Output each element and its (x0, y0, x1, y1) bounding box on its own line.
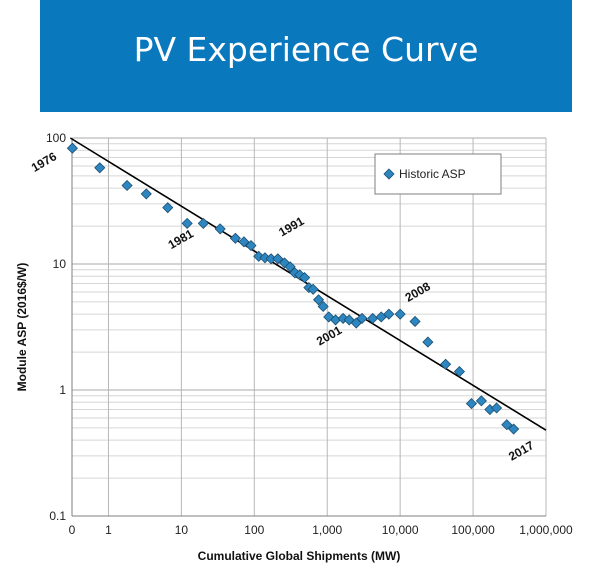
year-annotation: 2001 (314, 323, 344, 349)
data-point (214, 223, 226, 235)
data-point (383, 308, 395, 320)
y-tick-label: 0.1 (49, 509, 66, 523)
data-point (312, 294, 325, 306)
data-point (453, 366, 465, 378)
year-annotation: 1976 (29, 149, 59, 175)
data-point (394, 308, 406, 320)
x-tick-label: 1 (105, 523, 112, 537)
year-annotation: 2008 (403, 279, 433, 305)
data-point (299, 272, 311, 284)
data-point (66, 142, 78, 154)
data-point (409, 315, 421, 328)
data-point (440, 358, 452, 370)
y-tick-label: 100 (46, 131, 66, 145)
x-tick-label: 10 (175, 523, 189, 537)
data-point (162, 202, 174, 214)
y-tick-label: 1 (59, 383, 66, 397)
legend-marker (383, 168, 395, 180)
x-axis-title: Cumulative Global Shipments (MW) (198, 549, 401, 563)
x-tick-label: 100 (244, 523, 264, 537)
year-annotation: 1991 (276, 214, 306, 240)
data-point (272, 253, 284, 265)
data-point (197, 217, 209, 229)
data-point (508, 423, 520, 435)
x-tick-label: 10,000 (382, 523, 419, 537)
data-point (475, 395, 487, 407)
data-point (465, 398, 478, 410)
data-point (121, 179, 133, 192)
data-point (245, 240, 257, 252)
data-point (356, 312, 368, 324)
data-point (422, 336, 434, 348)
y-axis-title: Module ASP (2016$/W) (15, 263, 29, 392)
title-banner: PV Experience Curve (40, 0, 572, 112)
data-point (140, 188, 152, 200)
data-point (238, 236, 250, 248)
legend-label: Historic ASP (399, 167, 466, 181)
data-point (94, 162, 106, 174)
data-point (284, 261, 296, 273)
page-title: PV Experience Curve (133, 30, 479, 69)
x-tick-label: 100,000 (451, 523, 495, 537)
data-point (229, 232, 241, 244)
data-point (307, 283, 319, 295)
data-point (317, 300, 329, 313)
data-point (501, 419, 513, 431)
data-point (181, 217, 193, 229)
year-annotation: 2017 (506, 438, 536, 464)
legend-box (374, 153, 502, 195)
x-tick-label: 1,000 (312, 523, 342, 537)
x-tick-label: 0 (69, 523, 76, 537)
data-point (491, 402, 503, 414)
y-tick-label: 10 (53, 257, 67, 271)
x-tick-label: 1,000,000 (519, 523, 573, 537)
experience-curve-chart: 0 1 10 100 1,000 10,000 100,000 1,000,000 0.1 1 10… (15, 131, 573, 563)
year-annotation: 1981 (166, 226, 196, 252)
